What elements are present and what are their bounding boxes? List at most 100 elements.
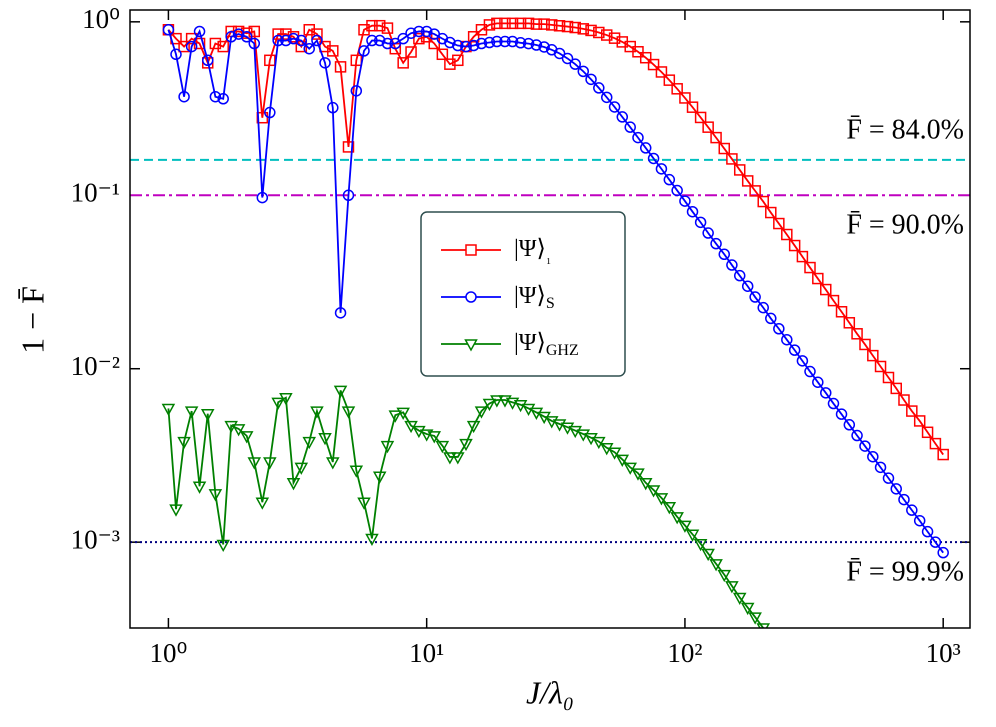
- marker: [553, 47, 566, 60]
- marker: [585, 73, 597, 86]
- marker: [843, 317, 856, 329]
- marker: [514, 37, 527, 49]
- marker: [319, 57, 331, 69]
- marker: [225, 31, 237, 43]
- marker: [460, 40, 472, 53]
- marker: [678, 520, 692, 533]
- marker: [710, 131, 722, 144]
- marker: [491, 17, 503, 30]
- y-axis-label: 1 − F̄: [14, 286, 50, 354]
- marker: [490, 395, 504, 408]
- y-tick-label: 10⁻²: [71, 351, 120, 381]
- marker: [475, 37, 488, 50]
- marker: [624, 121, 636, 133]
- marker: [295, 34, 308, 47]
- marker: [311, 34, 323, 47]
- marker: [593, 82, 605, 94]
- marker: [334, 61, 347, 73]
- marker: [741, 175, 754, 187]
- marker: [264, 54, 276, 67]
- marker: [733, 164, 746, 176]
- marker: [639, 51, 652, 64]
- marker: [459, 438, 473, 452]
- marker: [608, 101, 621, 113]
- reference-label: F̄ = 90.0%: [846, 210, 964, 241]
- marker: [632, 46, 644, 58]
- marker: [482, 398, 497, 412]
- marker: [882, 472, 895, 484]
- marker: [505, 397, 520, 410]
- marker: [381, 37, 394, 50]
- marker: [663, 74, 676, 86]
- marker: [530, 39, 543, 51]
- marker: [545, 19, 558, 31]
- marker: [600, 29, 613, 41]
- marker: [310, 406, 324, 419]
- marker: [741, 280, 754, 292]
- marker: [240, 31, 253, 43]
- marker: [333, 385, 348, 398]
- legend-label: |Ψ⟩GHZ: [514, 330, 579, 359]
- marker: [161, 403, 176, 417]
- marker: [162, 24, 175, 36]
- marker: [662, 502, 677, 515]
- marker: [577, 23, 590, 35]
- marker: [835, 306, 848, 318]
- marker: [201, 54, 214, 67]
- marker: [365, 533, 379, 547]
- series-line: [167, 390, 765, 628]
- marker: [749, 185, 761, 197]
- marker: [702, 121, 714, 133]
- marker: [435, 440, 450, 454]
- marker: [193, 25, 206, 38]
- plot-area: [161, 17, 949, 656]
- marker: [358, 45, 370, 57]
- marker: [499, 35, 511, 48]
- marker: [465, 244, 477, 256]
- marker: [538, 18, 550, 30]
- marker: [701, 548, 715, 562]
- marker: [311, 28, 323, 40]
- marker: [585, 24, 597, 37]
- marker: [796, 250, 809, 263]
- marker: [882, 371, 895, 384]
- marker: [820, 387, 832, 399]
- marker: [413, 25, 425, 38]
- marker: [647, 152, 660, 165]
- marker: [710, 237, 722, 250]
- marker: [693, 538, 708, 552]
- marker: [452, 54, 464, 67]
- marker: [444, 58, 456, 70]
- marker: [255, 497, 270, 510]
- marker: [898, 394, 910, 406]
- marker: [373, 19, 386, 32]
- marker: [685, 529, 700, 542]
- marker: [654, 493, 669, 506]
- marker: [216, 539, 230, 553]
- marker: [256, 191, 269, 204]
- marker: [757, 301, 769, 314]
- marker: [366, 19, 378, 32]
- marker: [937, 546, 949, 559]
- marker: [396, 407, 410, 420]
- marker: [732, 592, 747, 606]
- marker: [193, 37, 206, 50]
- marker: [366, 34, 378, 47]
- marker: [671, 184, 683, 197]
- marker: [302, 436, 317, 450]
- marker: [773, 646, 784, 656]
- marker: [796, 355, 809, 367]
- marker: [859, 338, 871, 351]
- marker: [373, 34, 386, 47]
- marker: [733, 269, 746, 282]
- marker: [788, 239, 801, 252]
- marker: [781, 333, 793, 346]
- marker: [812, 272, 824, 285]
- marker: [169, 504, 183, 517]
- marker: [318, 432, 332, 446]
- marker: [280, 34, 292, 47]
- marker: [467, 31, 480, 43]
- marker: [670, 512, 684, 525]
- marker: [639, 142, 652, 154]
